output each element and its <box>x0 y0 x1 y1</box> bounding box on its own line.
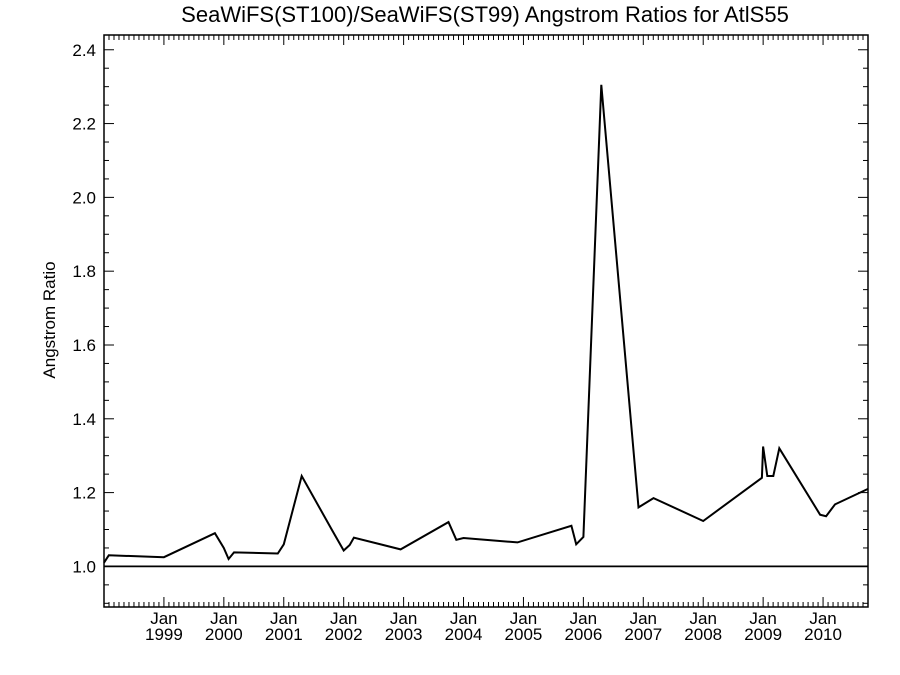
x-tick-label-year: 2006 <box>564 625 602 644</box>
x-tick-label-year: 2003 <box>385 625 423 644</box>
plot-frame <box>103 34 869 608</box>
x-tick-label-month: Jan <box>510 609 537 628</box>
x-tick-label-year: 2000 <box>205 625 243 644</box>
chart-marks: 1.01.21.41.61.82.02.22.4Jan1999Jan2000Ja… <box>72 35 869 644</box>
x-tick-label-month: Jan <box>570 609 597 628</box>
y-tick-label: 2.0 <box>72 188 96 207</box>
y-tick-label: 1.6 <box>72 336 96 355</box>
x-tick-label-year: 2007 <box>624 625 662 644</box>
x-tick-label-month: Jan <box>749 609 776 628</box>
x-tick-label-month: Jan <box>150 609 177 628</box>
x-tick-label-year: 2002 <box>325 625 363 644</box>
x-tick-label-year: 2001 <box>265 625 303 644</box>
x-tick-label-year: 2004 <box>445 625 483 644</box>
x-tick-label-month: Jan <box>270 609 297 628</box>
x-tick-label-year: 2005 <box>505 625 543 644</box>
x-tick-label-month: Jan <box>330 609 357 628</box>
y-tick-label: 1.4 <box>72 410 96 429</box>
x-tick-label-month: Jan <box>390 609 417 628</box>
x-tick-label-year: 2009 <box>744 625 782 644</box>
series-line <box>103 84 869 564</box>
x-tick-label-month: Jan <box>450 609 477 628</box>
y-tick-label: 2.2 <box>72 115 96 134</box>
x-tick-label-month: Jan <box>690 609 717 628</box>
y-tick-label: 1.8 <box>72 262 96 281</box>
x-tick-label-month: Jan <box>210 609 237 628</box>
x-tick-label-year: 2010 <box>804 625 842 644</box>
x-tick-label-year: 1999 <box>145 625 183 644</box>
x-tick-label-year: 2008 <box>684 625 722 644</box>
x-tick-label-month: Jan <box>809 609 836 628</box>
y-tick-label: 1.0 <box>72 557 96 576</box>
y-tick-label: 1.2 <box>72 484 96 503</box>
y-tick-label: 2.4 <box>72 41 96 60</box>
chart-title: SeaWiFS(ST100)/SeaWiFS(ST99) Angstrom Ra… <box>181 2 789 27</box>
x-tick-label-month: Jan <box>630 609 657 628</box>
y-axis-label: Angstrom Ratio <box>40 261 59 378</box>
